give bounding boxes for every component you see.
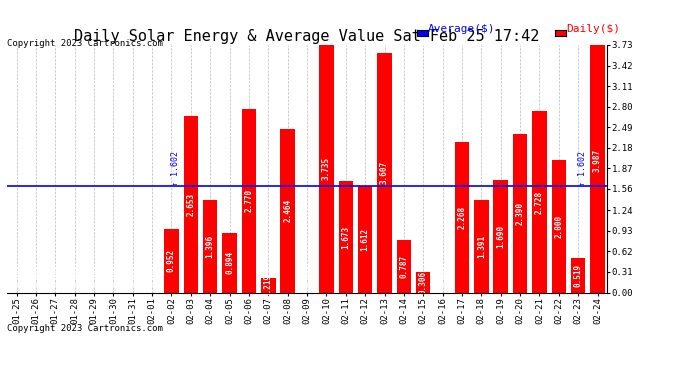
Bar bbox=[590, 28, 604, 292]
Bar bbox=[164, 230, 179, 292]
Text: 3.987: 3.987 bbox=[593, 148, 602, 172]
Text: 0.219: 0.219 bbox=[264, 274, 273, 297]
Title: Daily Solar Energy & Average Value Sat Feb 25 17:42: Daily Solar Energy & Average Value Sat F… bbox=[75, 29, 540, 44]
Text: 1.690: 1.690 bbox=[496, 225, 505, 248]
Text: 1.396: 1.396 bbox=[206, 235, 215, 258]
Bar bbox=[493, 180, 508, 292]
Bar bbox=[222, 233, 237, 292]
Bar bbox=[358, 186, 373, 292]
Text: 0.000: 0.000 bbox=[51, 264, 60, 287]
Bar bbox=[474, 200, 489, 292]
Bar bbox=[571, 258, 585, 292]
Text: 2.464: 2.464 bbox=[283, 199, 292, 222]
Text: 0.000: 0.000 bbox=[109, 264, 118, 287]
Bar bbox=[261, 278, 275, 292]
Text: 2.000: 2.000 bbox=[554, 214, 563, 238]
Text: 0.306: 0.306 bbox=[419, 271, 428, 294]
Text: 3.735: 3.735 bbox=[322, 157, 331, 180]
Text: ↑ 1.602: ↑ 1.602 bbox=[578, 151, 586, 186]
Bar bbox=[339, 182, 353, 292]
Text: Daily($): Daily($) bbox=[566, 24, 620, 34]
Text: 2.268: 2.268 bbox=[457, 206, 466, 229]
Text: 0.894: 0.894 bbox=[225, 251, 234, 274]
Text: 0.000: 0.000 bbox=[12, 264, 21, 287]
Text: 0.519: 0.519 bbox=[573, 264, 582, 287]
Bar bbox=[184, 117, 198, 292]
Text: 1.612: 1.612 bbox=[361, 228, 370, 251]
Text: 0.000: 0.000 bbox=[70, 264, 79, 287]
Text: 0.000: 0.000 bbox=[128, 264, 137, 287]
Text: ↑ 1.602: ↑ 1.602 bbox=[171, 151, 180, 186]
Text: Average($): Average($) bbox=[428, 24, 495, 34]
Text: Copyright 2023 Cartronics.com: Copyright 2023 Cartronics.com bbox=[7, 39, 163, 48]
Bar bbox=[241, 109, 256, 292]
Text: 0.000: 0.000 bbox=[302, 264, 312, 287]
Text: 0.000: 0.000 bbox=[438, 264, 447, 287]
Text: 1.391: 1.391 bbox=[477, 235, 486, 258]
Text: 0.787: 0.787 bbox=[400, 255, 408, 278]
Text: 0.952: 0.952 bbox=[167, 249, 176, 273]
Bar bbox=[532, 111, 546, 292]
Bar bbox=[455, 142, 469, 292]
Bar bbox=[416, 272, 431, 292]
Text: Copyright 2023 Cartronics.com: Copyright 2023 Cartronics.com bbox=[7, 324, 163, 333]
Text: 2.728: 2.728 bbox=[535, 190, 544, 213]
Bar bbox=[319, 45, 334, 292]
Text: 2.653: 2.653 bbox=[186, 193, 195, 216]
Bar bbox=[397, 240, 411, 292]
Text: 2.770: 2.770 bbox=[244, 189, 253, 212]
Text: 0.000: 0.000 bbox=[90, 264, 99, 287]
Text: 1.673: 1.673 bbox=[342, 225, 351, 249]
Bar bbox=[203, 200, 217, 292]
Text: 0.000: 0.000 bbox=[148, 264, 157, 287]
Bar bbox=[513, 134, 527, 292]
Bar bbox=[280, 129, 295, 292]
Text: 3.607: 3.607 bbox=[380, 161, 389, 184]
Bar bbox=[377, 53, 392, 292]
Text: 0.000: 0.000 bbox=[32, 264, 41, 287]
Bar bbox=[551, 160, 566, 292]
Text: 2.390: 2.390 bbox=[515, 202, 524, 225]
